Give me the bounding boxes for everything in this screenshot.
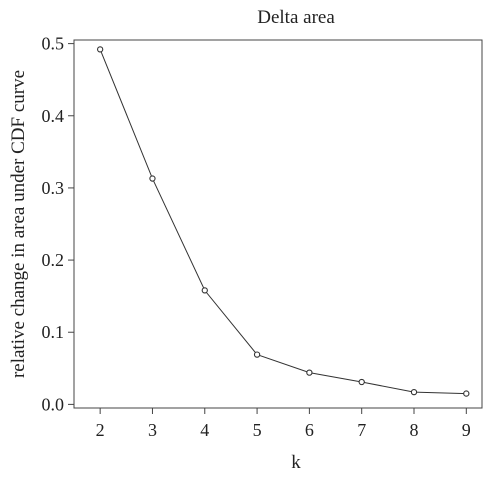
y-tick-label: 0.0 [42, 394, 65, 414]
data-series [97, 46, 470, 397]
x-axis-label: k [291, 452, 301, 473]
x-tick-label: 3 [148, 420, 157, 440]
x-tick-label: 4 [200, 420, 209, 440]
chart-title: Delta area [257, 7, 335, 28]
y-tick-label: 0.5 [42, 34, 65, 54]
x-tick-label: 5 [253, 420, 262, 440]
y-tick-label: 0.1 [42, 322, 65, 342]
series-line [99, 49, 467, 395]
data-point [253, 351, 261, 358]
y-axis: 0.0 0.1 0.2 0.3 0.4 0.5 [42, 34, 74, 414]
x-tick-label: 6 [305, 420, 314, 440]
x-tick-label: 9 [462, 420, 471, 440]
data-point [358, 378, 365, 386]
x-axis: 2 3 4 5 6 7 8 9 [96, 408, 471, 440]
y-tick-label: 0.3 [42, 178, 65, 198]
data-point [463, 390, 470, 397]
data-point [97, 46, 104, 53]
y-tick-label: 0.2 [42, 250, 65, 270]
data-point [306, 369, 313, 376]
data-point [201, 287, 208, 294]
x-tick-label: 7 [357, 420, 366, 440]
x-tick-label: 8 [410, 420, 419, 440]
plot-frame [73, 39, 483, 409]
data-point [149, 175, 156, 182]
y-tick-label: 0.4 [42, 106, 65, 126]
y-axis-label: relative change in area under CDF curve [8, 70, 29, 378]
x-tick-label: 2 [96, 420, 105, 440]
data-point [410, 388, 418, 396]
